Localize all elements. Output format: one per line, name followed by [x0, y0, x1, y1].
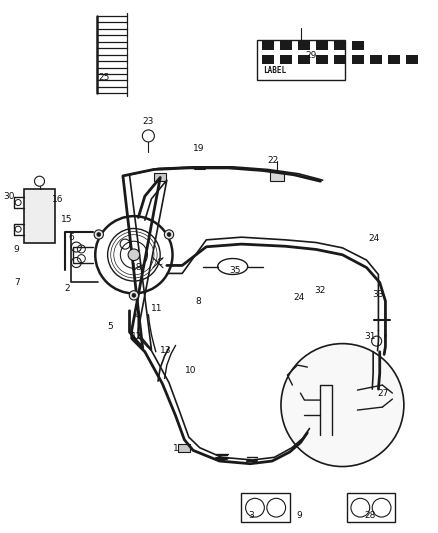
Text: 11: 11	[151, 304, 162, 312]
Bar	[315, 41, 327, 50]
Text: 3: 3	[247, 512, 254, 520]
Circle shape	[129, 290, 138, 300]
Circle shape	[132, 293, 135, 297]
Text: 2: 2	[64, 285, 69, 293]
Text: 18: 18	[131, 263, 142, 272]
Text: C: C	[156, 259, 162, 267]
Circle shape	[280, 344, 403, 466]
Text: 8: 8	[195, 297, 201, 305]
Text: 24: 24	[293, 293, 304, 302]
Bar	[279, 41, 291, 50]
Text: 30: 30	[3, 192, 14, 200]
Bar	[333, 55, 345, 64]
Circle shape	[164, 230, 173, 239]
Bar	[279, 55, 291, 64]
Bar	[256, 40, 344, 80]
Bar	[333, 41, 345, 50]
Bar	[387, 55, 399, 64]
Text: 12: 12	[131, 333, 142, 341]
Circle shape	[128, 249, 139, 261]
Text: 35: 35	[229, 266, 240, 275]
Text: 29: 29	[304, 52, 316, 60]
Text: 22: 22	[267, 157, 278, 165]
Text: 9: 9	[296, 512, 302, 520]
Bar	[405, 55, 417, 64]
Text: 1: 1	[172, 445, 178, 453]
Bar	[297, 55, 309, 64]
Text: 28: 28	[363, 512, 374, 520]
Text: 23: 23	[142, 117, 154, 126]
Text: 27: 27	[376, 389, 388, 398]
Text: 31: 31	[363, 333, 374, 341]
Bar	[269, 171, 283, 181]
Text: 19: 19	[192, 144, 204, 152]
Text: 25: 25	[99, 73, 110, 82]
Text: 7: 7	[14, 278, 20, 287]
Circle shape	[167, 232, 170, 237]
Bar	[154, 173, 166, 182]
Bar	[297, 41, 309, 50]
Bar	[261, 55, 273, 64]
Bar	[24, 189, 55, 243]
Text: 24: 24	[367, 235, 379, 243]
Text: 32: 32	[313, 286, 325, 295]
Text: 4: 4	[134, 311, 139, 320]
Bar	[369, 55, 381, 64]
Text: 5: 5	[107, 322, 113, 330]
Bar	[241, 493, 289, 522]
Text: 15: 15	[61, 215, 72, 224]
Text: 13: 13	[160, 346, 171, 355]
Bar	[178, 443, 190, 452]
Text: 9: 9	[14, 245, 20, 254]
Text: 6: 6	[68, 233, 74, 241]
Circle shape	[97, 232, 100, 237]
Bar	[351, 41, 363, 50]
Text: 16: 16	[52, 196, 64, 204]
Bar	[315, 55, 327, 64]
Text: LABEL: LABEL	[262, 66, 285, 75]
Bar	[346, 493, 394, 522]
Bar	[351, 55, 363, 64]
Circle shape	[94, 230, 103, 239]
Text: 10: 10	[185, 366, 196, 375]
Text: 33: 33	[371, 290, 382, 298]
Bar	[261, 41, 273, 50]
